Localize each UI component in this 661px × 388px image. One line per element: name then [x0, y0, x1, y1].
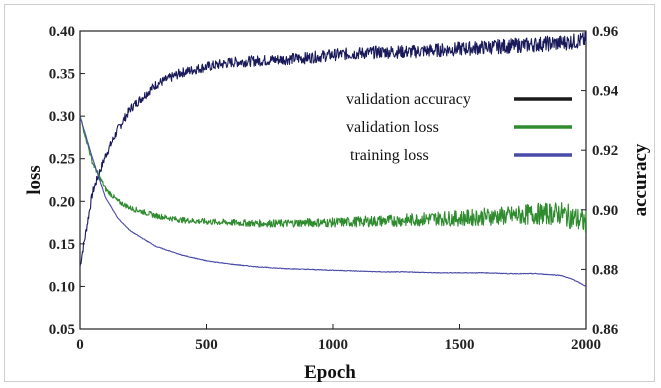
y-left-tick-label: 0.20: [49, 194, 75, 210]
y-left-tick-label: 0.25: [49, 152, 75, 168]
y-right-tick-label: 0.94: [592, 84, 619, 100]
y-left-tick-label: 0.10: [49, 279, 75, 295]
legend-label-validation-loss: validation loss: [346, 119, 439, 136]
chart-frame: [4, 4, 655, 382]
y-right-tick-label: 0.92: [592, 143, 618, 159]
y-left-tick-label: 0.40: [49, 24, 75, 40]
legend-label-validation-accuracy: validation accuracy: [346, 91, 471, 108]
y-axis-right-label: accuracy: [630, 143, 651, 216]
y-axis-left-label: loss: [24, 165, 45, 195]
y-left-tick-label: 0.15: [49, 237, 75, 253]
series-line-validation-accuracy: [79, 31, 587, 267]
y-right-tick-label: 0.90: [592, 203, 618, 219]
y-right-tick-label: 0.96: [592, 24, 619, 40]
x-tick-label: 1000: [318, 337, 348, 353]
x-tick-label: 2000: [571, 337, 601, 353]
x-tick-label: 1500: [445, 337, 475, 353]
y-left-tick-label: 0.30: [49, 109, 75, 125]
legend-label-training-loss: training loss: [350, 147, 429, 164]
series-layer: [79, 31, 587, 287]
x-tick-label: 500: [195, 337, 218, 353]
tick-layer: 0 500 1000 1500 2000 0.40 0.35 0.30 0.25 0.20 0.15…: [49, 24, 619, 353]
y-left-tick-label: 0.05: [49, 322, 75, 338]
plot-area: [79, 30, 587, 330]
series-line-training-loss: [79, 115, 587, 287]
y-right-tick-label: 0.88: [592, 262, 618, 278]
legend: validation accuracy validation loss trai…: [346, 91, 572, 164]
x-axis-label: Epoch: [304, 362, 356, 383]
x-tick-label: 0: [76, 337, 84, 353]
y-left-tick-label: 0.35: [49, 67, 75, 83]
y-right-tick-label: 0.86: [592, 322, 619, 338]
series-line-validation-loss: [79, 116, 587, 233]
